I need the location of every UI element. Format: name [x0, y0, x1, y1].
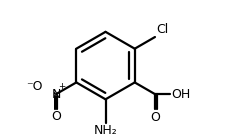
Text: ⁻O: ⁻O — [26, 80, 42, 93]
Text: O: O — [150, 111, 160, 124]
Text: OH: OH — [171, 88, 190, 101]
Text: N: N — [51, 88, 61, 101]
Text: NH₂: NH₂ — [94, 124, 117, 137]
Text: +: + — [58, 82, 66, 91]
Text: Cl: Cl — [156, 23, 169, 36]
Text: O: O — [51, 110, 61, 123]
